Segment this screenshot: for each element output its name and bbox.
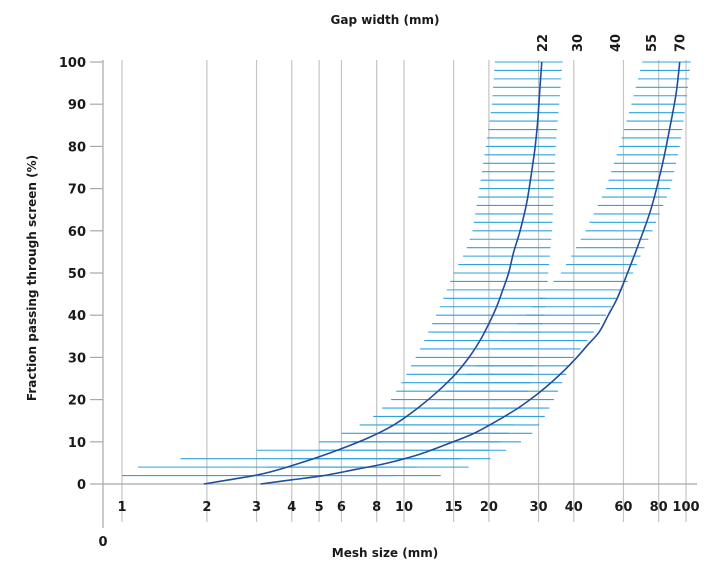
y-tick-label: 40: [68, 309, 86, 324]
y-tick-label: 100: [59, 56, 86, 71]
x-tick-label: 1: [117, 500, 126, 515]
top-tick-label-55: 55: [645, 34, 660, 52]
y-tick-label: 80: [68, 140, 86, 155]
y-tick-label: 60: [68, 225, 86, 240]
curve-70: [260, 61, 681, 485]
top-tick-label-22: 22: [536, 34, 551, 52]
top-tick-label-40: 40: [609, 34, 624, 52]
x-tick-label: 4: [287, 500, 296, 515]
curve-layer: [203, 61, 681, 485]
y-tick-label: 90: [68, 98, 86, 113]
axes-layer: [102, 60, 697, 528]
top-tick-label-30: 30: [571, 34, 586, 52]
x-tick-label: 60: [614, 500, 632, 515]
x-tick-label: 10: [395, 500, 413, 515]
label-layer: Gap width (mm) Mesh size (mm) Fraction p…: [25, 13, 700, 560]
x-origin-label: 0: [98, 535, 107, 550]
x-tick-label: 80: [650, 500, 668, 515]
y-axis-title: Fraction passing through screen (%): [25, 155, 39, 401]
grid-layer: [90, 60, 687, 522]
y-tick-label: 30: [68, 351, 86, 366]
x-tick-label: 30: [530, 500, 548, 515]
top-axis-title: Gap width (mm): [331, 13, 440, 27]
x-tick-label: 20: [480, 500, 498, 515]
x-tick-label: 5: [315, 500, 324, 515]
top-tick-label-70: 70: [674, 34, 689, 52]
x-tick-label: 2: [202, 500, 211, 515]
x-tick-label: 40: [565, 500, 583, 515]
x-tick-label: 6: [337, 500, 346, 515]
x-tick-label: 3: [252, 500, 261, 515]
y-tick-label: 20: [68, 394, 86, 409]
curve-22: [203, 61, 543, 485]
y-tick-label: 70: [68, 183, 86, 198]
y-tick-label: 0: [77, 478, 86, 493]
x-tick-label: 15: [445, 500, 463, 515]
x-tick-label: 8: [372, 500, 381, 515]
y-tick-label: 10: [68, 436, 86, 451]
x-tick-label: 100: [672, 500, 699, 515]
y-tick-label: 50: [68, 267, 86, 282]
x-axis-title: Mesh size (mm): [332, 546, 438, 560]
